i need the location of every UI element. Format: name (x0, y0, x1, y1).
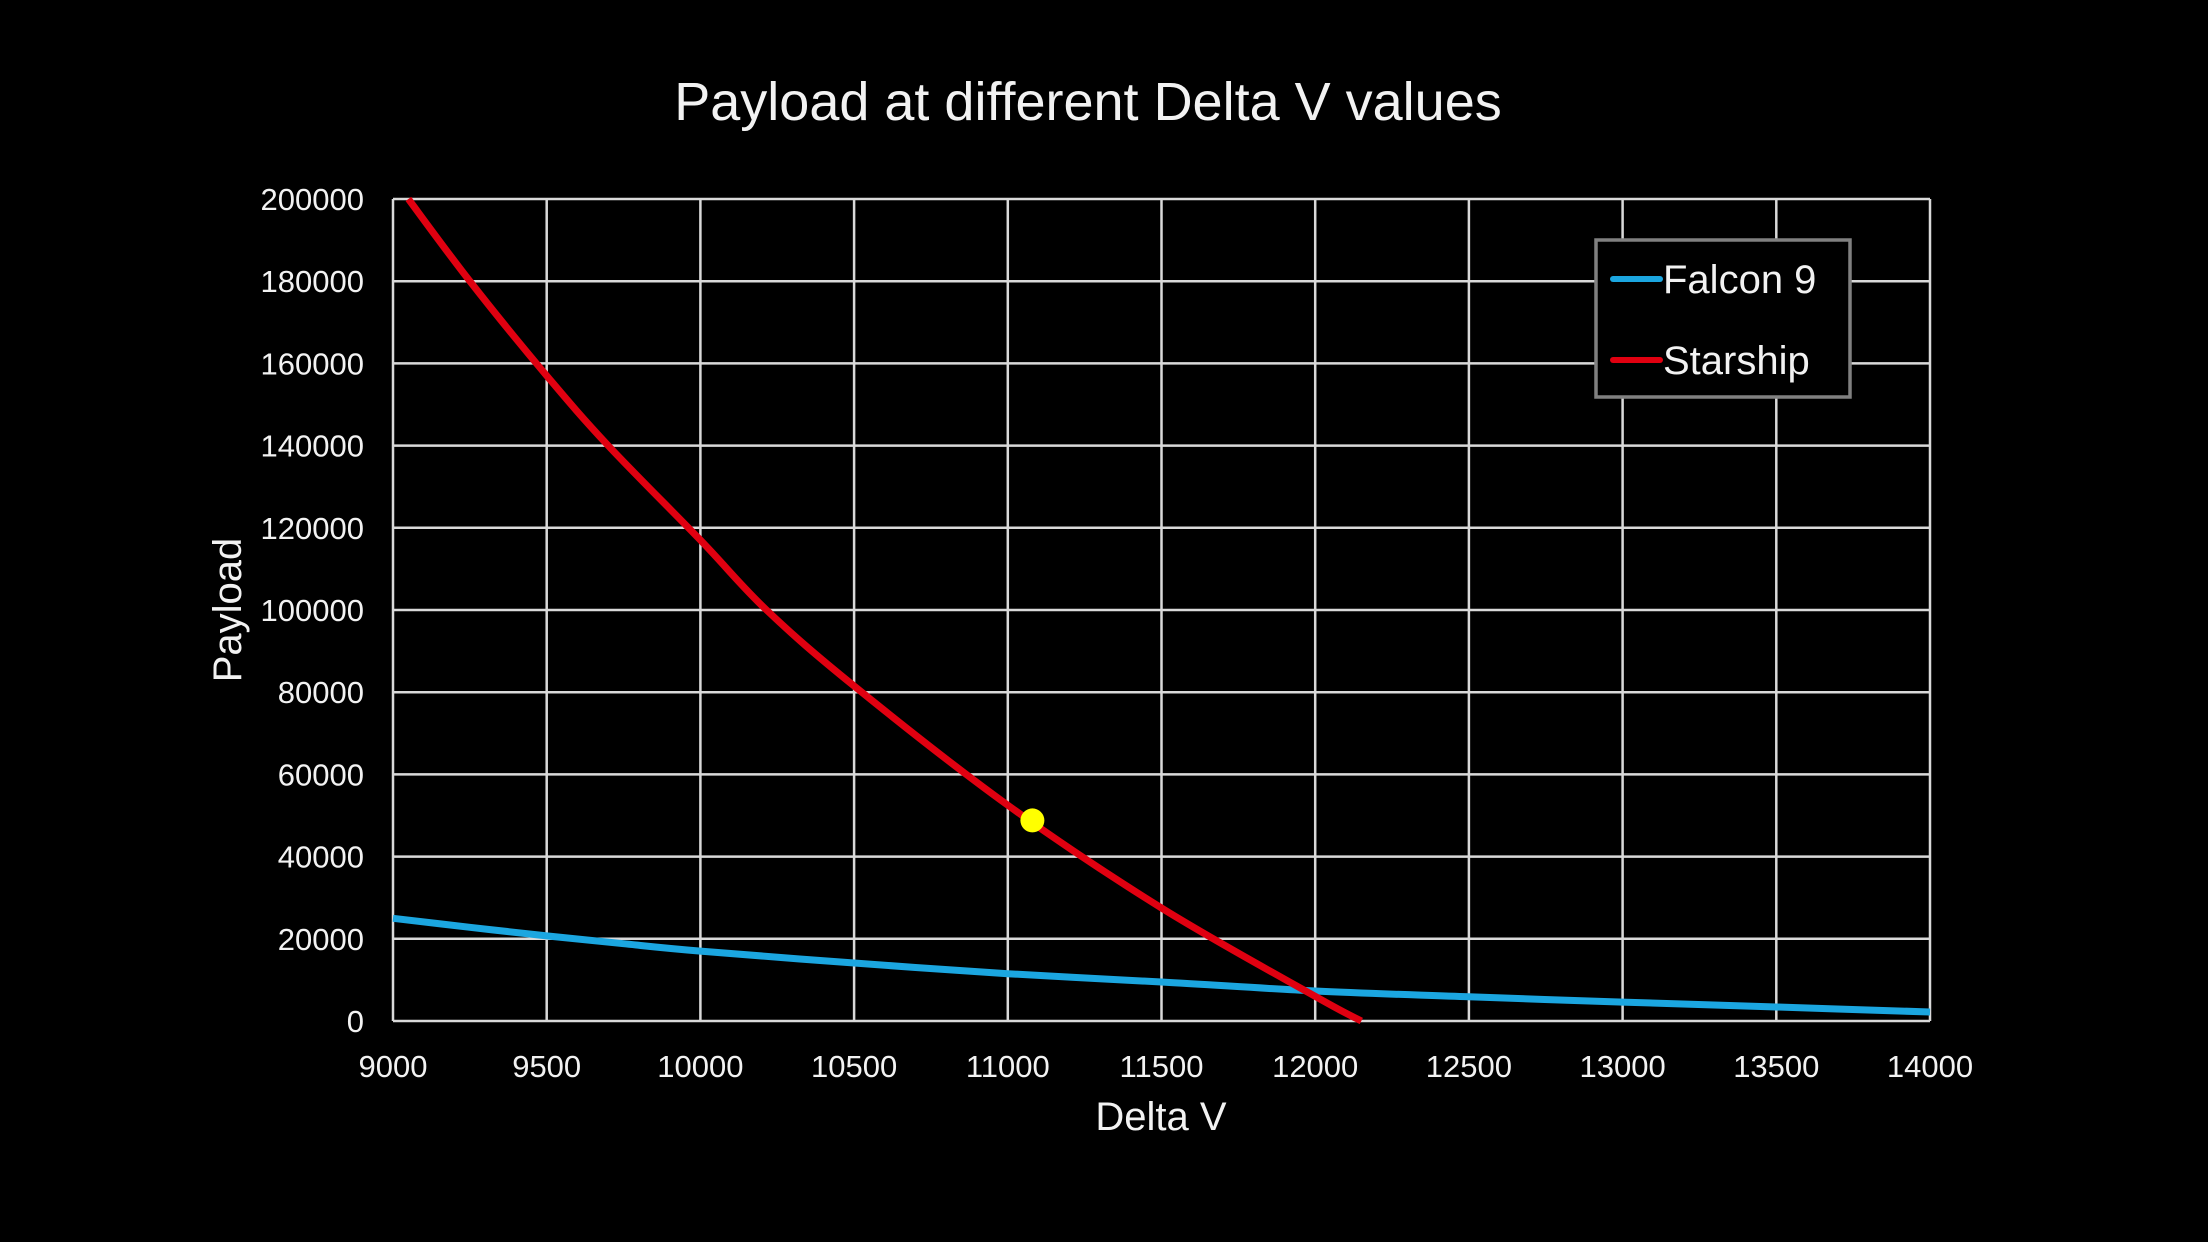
series-line-starship (405, 196, 1363, 1025)
x-tick-label: 9500 (512, 1049, 581, 1084)
y-tick-label: 140000 (261, 429, 364, 464)
legend-box (1594, 238, 1852, 399)
y-tick-label: 80000 (278, 675, 364, 710)
y-tick-label: 0 (347, 1004, 364, 1039)
y-tick-labels: 0 20000 40000 60000 80000 100000 120000 140000 1… (261, 182, 364, 1039)
legend-label-starship: Starship (1663, 339, 1810, 383)
legend: Falcon 9 Starship (1594, 238, 1852, 399)
x-tick-label: 12500 (1426, 1049, 1512, 1084)
x-tick-label: 11000 (966, 1049, 1050, 1084)
chart-title: Payload at different Delta V values (674, 72, 1502, 132)
y-tick-label: 60000 (278, 757, 364, 792)
highlight-point (1020, 808, 1045, 833)
x-tick-label: 10500 (811, 1049, 897, 1084)
x-tick-label: 14000 (1887, 1049, 1973, 1084)
y-tick-label: 100000 (261, 593, 364, 628)
y-tick-label: 40000 (278, 840, 364, 875)
x-tick-label: 11500 (1120, 1049, 1204, 1084)
x-tick-label: 13500 (1733, 1049, 1819, 1084)
y-axis-title: Payload (206, 538, 250, 683)
y-tick-label: 120000 (261, 511, 364, 546)
x-tick-label: 13000 (1579, 1049, 1665, 1084)
y-tick-label: 200000 (261, 182, 364, 217)
legend-label-falcon-9: Falcon 9 (1663, 258, 1816, 302)
x-tick-label: 10000 (657, 1049, 743, 1084)
x-tick-label: 12000 (1272, 1049, 1358, 1084)
series-line-falcon-9 (392, 914, 1931, 1016)
y-tick-label: 160000 (261, 346, 364, 381)
x-axis-title: Delta V (1095, 1095, 1226, 1139)
series (392, 196, 1931, 1025)
x-tick-label: 9000 (359, 1049, 428, 1084)
y-tick-label: 180000 (261, 264, 364, 299)
y-tick-label: 20000 (278, 922, 364, 957)
x-tick-labels: 9000 9500 10000 10500 11000 11500 12000 12500 13… (359, 1049, 1974, 1084)
annotations (1020, 808, 1045, 833)
